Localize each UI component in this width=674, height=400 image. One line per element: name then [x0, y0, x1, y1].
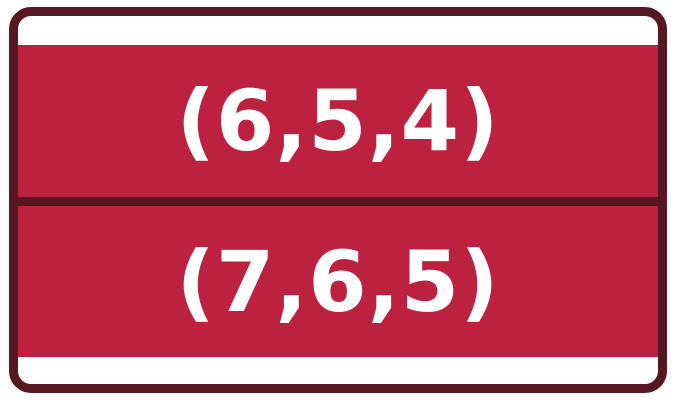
- tuple-row-top: (6,5,4): [18, 45, 658, 197]
- tuple-label-bottom: (7,6,5): [176, 232, 500, 331]
- tuple-row-bottom: (7,6,5): [18, 206, 658, 357]
- row-divider: [18, 197, 658, 206]
- tuple-label-top: (6,5,4): [176, 72, 500, 170]
- tuple-card: (6,5,4) (7,6,5): [9, 7, 667, 393]
